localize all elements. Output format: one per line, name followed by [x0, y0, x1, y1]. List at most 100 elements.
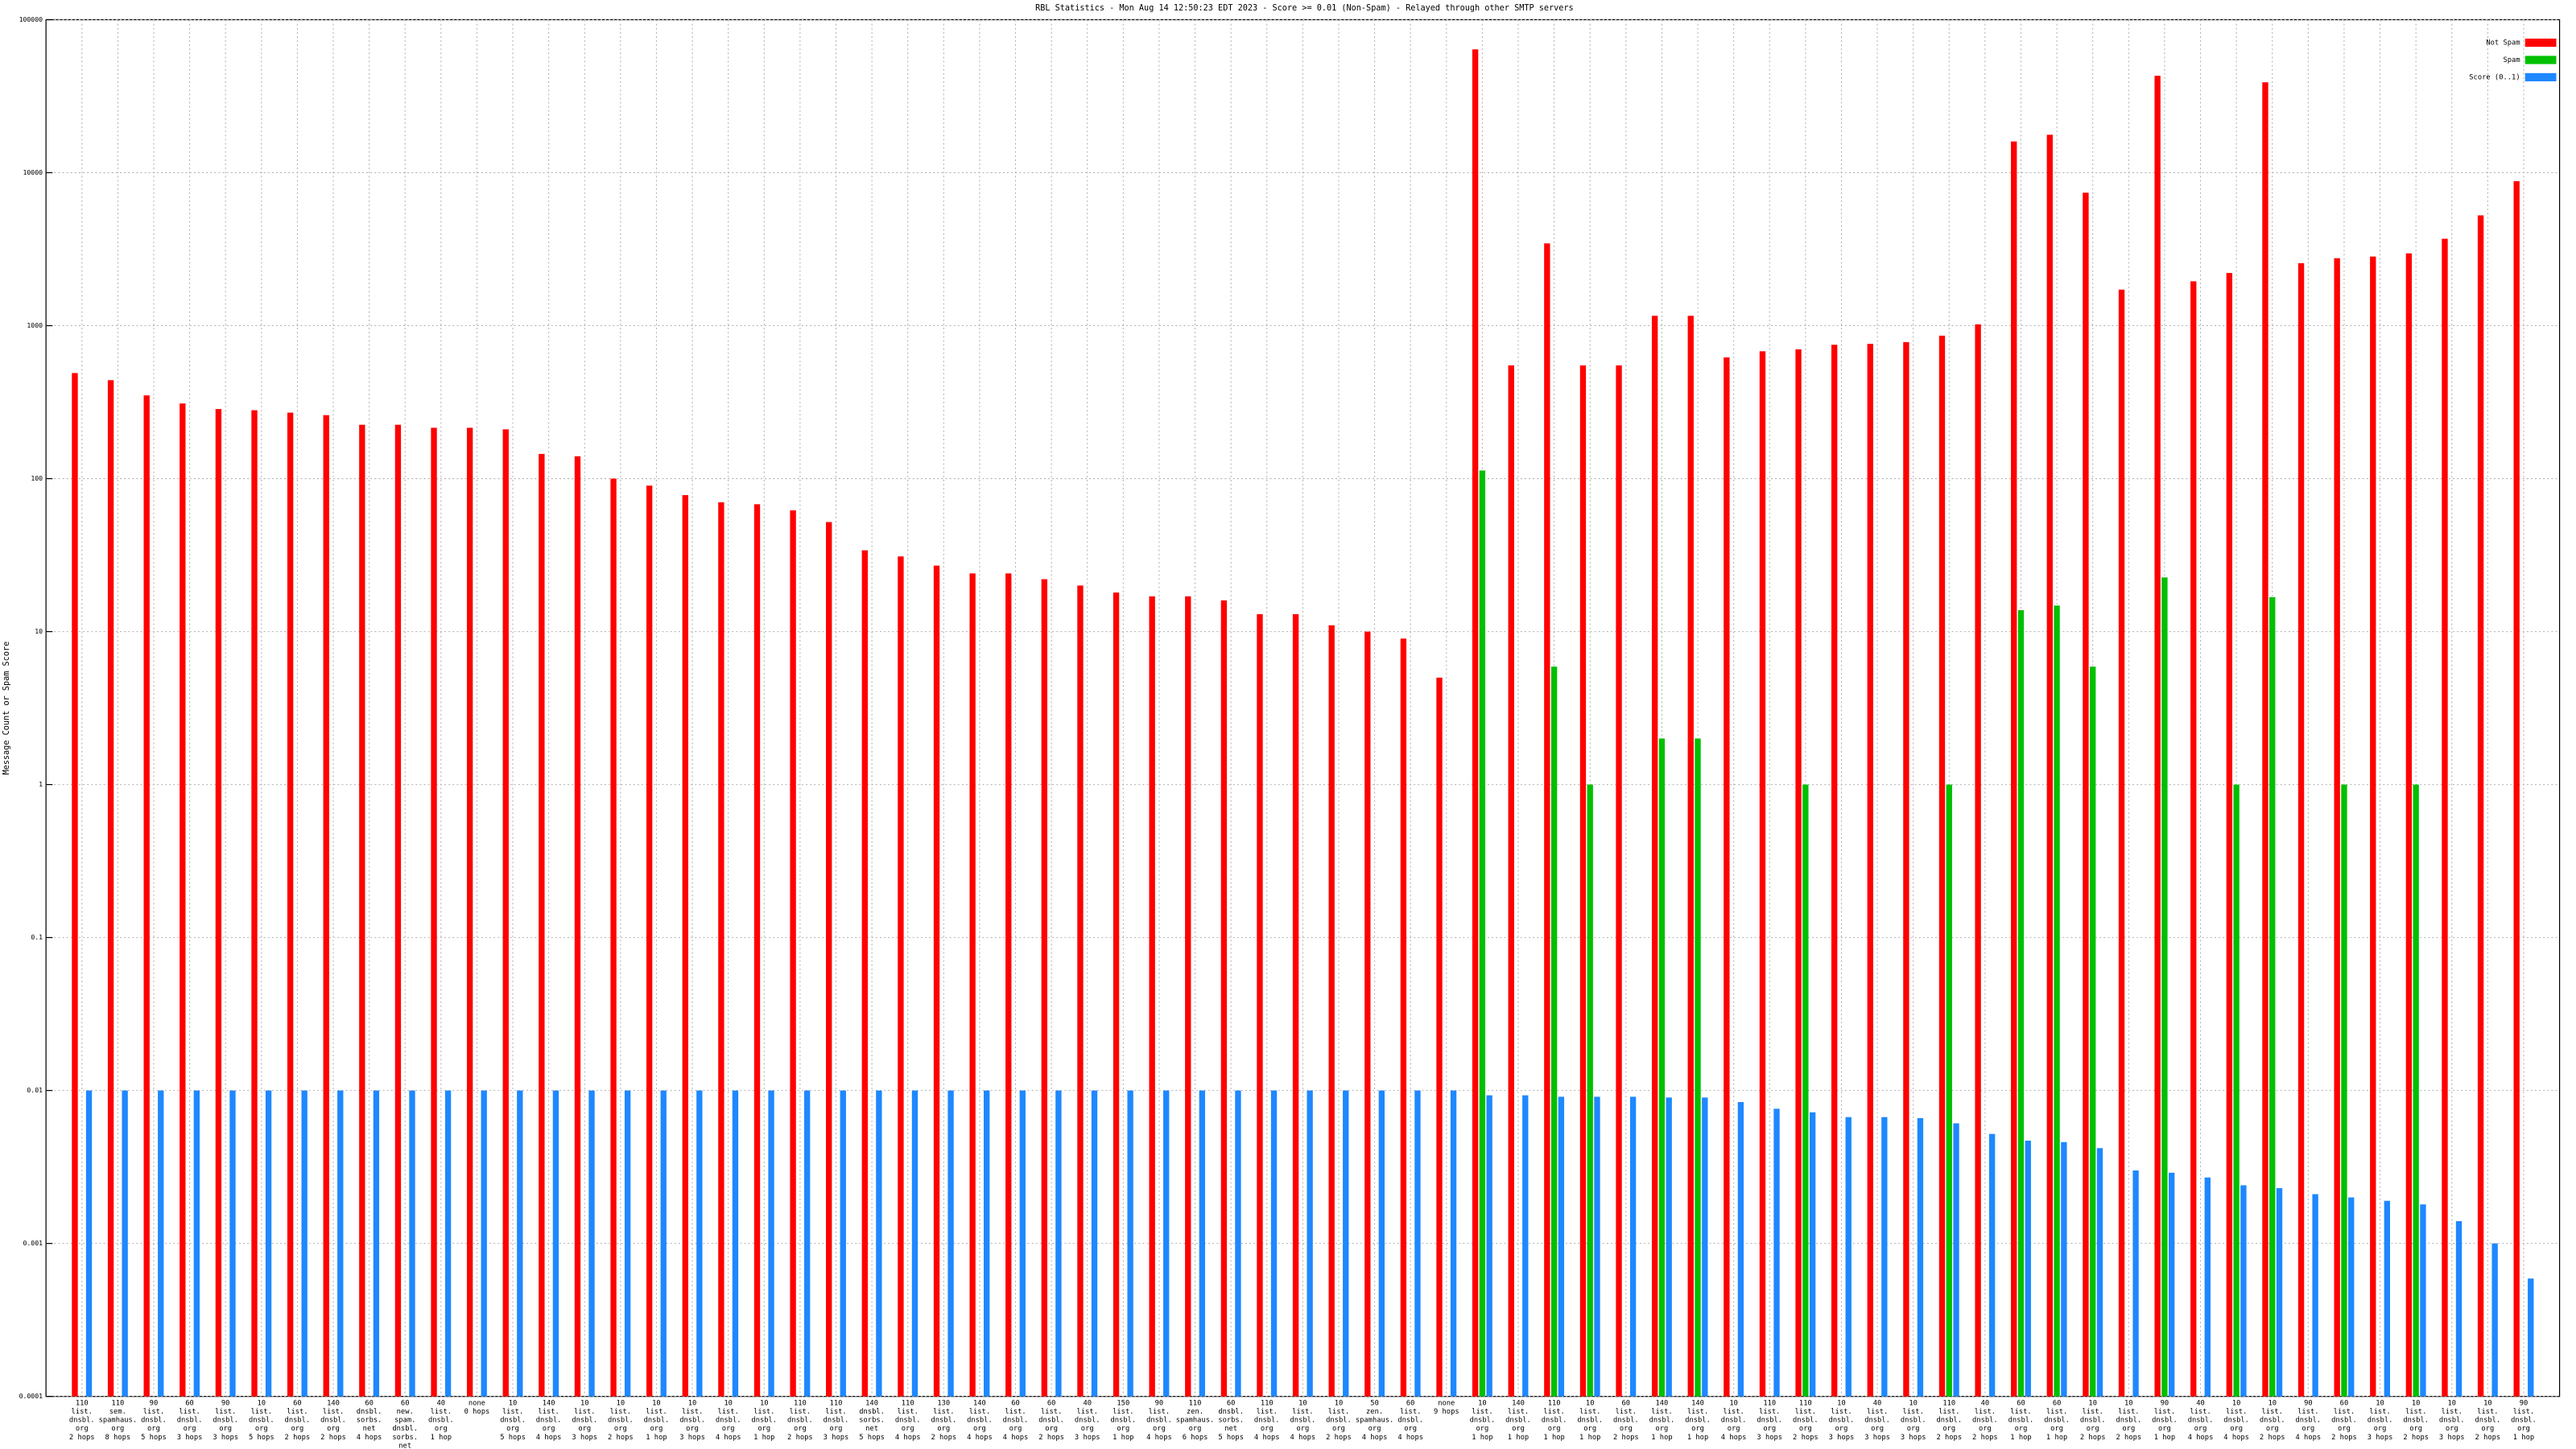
x-tick-label: dnsbl.: [1218, 1408, 1244, 1416]
x-tick-label: list.: [2154, 1408, 2175, 1416]
bar: [1809, 1112, 1816, 1397]
x-tick-label: list.: [2118, 1408, 2139, 1416]
x-tick-label: 1 hop: [2010, 1434, 2031, 1442]
x-tick-label: list.: [287, 1408, 308, 1416]
x-tick-label: 5 hops: [1218, 1434, 1244, 1442]
x-tick-label: 90: [1155, 1399, 1164, 1407]
bar: [1400, 638, 1407, 1397]
x-tick-label: list.: [2513, 1408, 2534, 1416]
bar: [1795, 349, 1802, 1397]
x-tick-label: 90: [2304, 1399, 2313, 1407]
x-tick-label: org: [902, 1425, 914, 1433]
x-tick-label: org: [1512, 1425, 1525, 1433]
x-tick-label: 0 hops: [464, 1408, 490, 1416]
x-tick-label: dnsbl.: [824, 1417, 849, 1425]
x-tick-label: 2 hops: [2080, 1434, 2106, 1442]
x-tick-label: 1 hop: [1687, 1434, 1708, 1442]
x-tick-label: 110: [1189, 1399, 1202, 1407]
x-tick-label: sorbs.: [392, 1434, 418, 1442]
bar: [1695, 738, 1701, 1397]
bar: [2384, 1200, 2391, 1397]
x-tick-label: dnsbl.: [392, 1425, 418, 1433]
bar: [2405, 253, 2413, 1397]
x-tick-label: 3 hops: [177, 1434, 203, 1442]
x-tick-label: org: [2158, 1425, 2171, 1433]
x-tick-label: none: [469, 1399, 485, 1407]
bar: [85, 1090, 93, 1397]
x-tick-label: org: [1942, 1425, 1955, 1433]
x-tick-label: 140: [1656, 1399, 1669, 1407]
x-tick-label: list.: [1005, 1408, 1026, 1416]
x-tick-label: dnsbl.: [2116, 1417, 2141, 1425]
x-tick-label: org: [1907, 1425, 1920, 1433]
bar: [265, 1090, 272, 1397]
x-tick-label: 10: [1729, 1399, 1738, 1407]
bar: [158, 1090, 164, 1397]
bar: [193, 1090, 200, 1397]
y-tick-label: 1: [39, 780, 43, 788]
bar: [552, 1090, 559, 1397]
x-tick-label: list.: [431, 1408, 452, 1416]
x-tick-label: 60: [2053, 1399, 2062, 1407]
x-tick-label: 1 hop: [431, 1434, 452, 1442]
x-tick-label: 10: [1909, 1399, 1918, 1407]
bar: [2442, 238, 2448, 1397]
bar: [2233, 784, 2240, 1397]
x-tick-label: org: [1583, 1425, 1596, 1433]
x-tick-label: net: [1224, 1425, 1237, 1433]
x-tick-label: dnsbl.: [1721, 1417, 1747, 1425]
x-tick-label: org: [2481, 1425, 2494, 1433]
x-tick-label: sorbs.: [357, 1417, 382, 1425]
x-tick-label: 1 hop: [1472, 1434, 1492, 1442]
x-tick-label: org: [1835, 1425, 1848, 1433]
bar: [1127, 1090, 1133, 1397]
bar: [1658, 738, 1666, 1397]
x-tick-label: org: [794, 1425, 807, 1433]
x-tick-label: 1 hop: [753, 1434, 774, 1442]
y-tick-label: 10: [35, 627, 43, 635]
bar: [1019, 1090, 1026, 1397]
x-tick-label: dnsbl.: [2368, 1417, 2393, 1425]
x-tick-label: list.: [1077, 1408, 1098, 1416]
x-tick-label: 60: [365, 1399, 374, 1407]
x-tick-label: org: [2015, 1425, 2028, 1433]
bar: [1616, 365, 1622, 1397]
x-tick-label: 110: [111, 1399, 124, 1407]
x-tick-label: zen.: [1187, 1408, 1203, 1416]
x-tick-label: org: [327, 1425, 340, 1433]
x-tick-label: 4 hops: [2296, 1434, 2322, 1442]
bar: [876, 1090, 882, 1397]
bar: [1903, 342, 1909, 1397]
bar: [301, 1090, 308, 1397]
bar: [1486, 1095, 1492, 1397]
y-tick-label: 10000: [23, 168, 43, 176]
x-tick-label: 10: [2412, 1399, 2421, 1407]
bar: [2061, 1141, 2067, 1397]
legend-label: Score (0..1): [2469, 73, 2520, 81]
bar: [660, 1090, 667, 1397]
x-tick-label: dnsbl.: [644, 1417, 670, 1425]
bar: [1436, 677, 1443, 1397]
bar: [2204, 1177, 2211, 1397]
x-tick-label: org: [506, 1425, 519, 1433]
bar: [1479, 470, 1486, 1397]
x-tick-label: 150: [1117, 1399, 1129, 1407]
bar: [1185, 596, 1191, 1397]
bar: [2096, 1148, 2103, 1397]
x-tick-label: list.: [1795, 1408, 1816, 1416]
x-tick-label: org: [1763, 1425, 1776, 1433]
x-tick-label: 1 hop: [646, 1434, 667, 1442]
x-tick-label: 1 hop: [2513, 1434, 2534, 1442]
x-tick-label: dnsbl.: [1110, 1417, 1136, 1425]
bar: [1257, 613, 1263, 1397]
y-tick-label: 0.0001: [19, 1392, 43, 1400]
x-tick-label: org: [2050, 1425, 2063, 1433]
x-tick-label: 2 hops: [1793, 1434, 1818, 1442]
x-tick-label: 10: [688, 1399, 697, 1407]
bar: [122, 1090, 128, 1397]
x-tick-label: 2 hops: [320, 1434, 346, 1442]
x-tick-label: list.: [1400, 1408, 1421, 1416]
x-tick-label: 2 hops: [608, 1434, 634, 1442]
bar: [1724, 357, 1730, 1397]
